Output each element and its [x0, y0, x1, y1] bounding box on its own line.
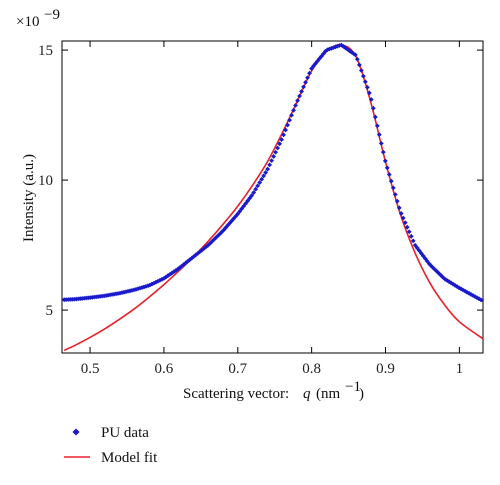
legend: PU data Model fit	[64, 425, 158, 466]
legend-marker-pu-data	[72, 428, 80, 436]
x-axis-label-text: Scattering vector:	[183, 386, 289, 402]
data-point-pu	[398, 211, 404, 216]
data-point-pu	[394, 198, 400, 204]
data-point-pu	[265, 166, 271, 172]
data-point-pu	[285, 122, 290, 128]
x-axis-label: Scattering vector: q (nm −1 )	[183, 379, 364, 402]
x-axis-label-unit: (nm	[316, 386, 340, 402]
data-point-pu	[356, 62, 362, 68]
data-point-pu	[396, 205, 402, 211]
x-tick-label: 0.5	[81, 361, 100, 377]
data-point-pu	[390, 185, 396, 191]
data-point-pu	[360, 73, 366, 79]
data-point-pu	[392, 192, 398, 197]
data-point-pu	[291, 107, 296, 113]
data-point-pu	[307, 70, 312, 76]
data-point-pu	[257, 180, 263, 185]
data-point-pu	[269, 158, 275, 164]
x-tick-label: 1	[456, 361, 464, 377]
data-point-pu	[249, 193, 255, 198]
y-multiplier: ×10 −9	[16, 7, 60, 30]
data-point-pu	[402, 220, 408, 226]
data-point-pu	[388, 178, 394, 184]
data-point-pu	[370, 105, 376, 111]
data-point-pu	[303, 79, 308, 85]
data-point-pu	[386, 172, 392, 177]
plot-frame	[61, 40, 484, 354]
data-point-pu	[404, 224, 410, 230]
data-point-pu	[271, 154, 277, 159]
legend-item-model-fit: Model fit	[64, 450, 158, 466]
data-point-pu	[382, 158, 388, 164]
data-point-pu	[378, 140, 384, 146]
data-point-pu	[279, 137, 284, 142]
series-line-model-fit	[63, 43, 483, 352]
data-point-pu	[275, 145, 281, 151]
data-point-pu	[406, 229, 412, 235]
y-axis-label: Intensity (a.u.)	[21, 154, 37, 242]
data-point-pu	[261, 173, 267, 179]
data-point-pu	[281, 132, 286, 138]
data-point-pu	[410, 238, 416, 244]
data-point-pu	[259, 176, 265, 182]
data-point-pu	[289, 112, 294, 118]
data-point-pu	[301, 84, 306, 90]
data-point-pu	[368, 97, 374, 102]
data-point-pu	[354, 56, 360, 62]
data-point-pu	[384, 165, 390, 171]
data-point-pu	[400, 215, 406, 221]
x-tick-label: 0.8	[302, 361, 321, 377]
legend-label-model-fit: Model fit	[101, 450, 158, 466]
y-tick-label: 10	[38, 173, 53, 189]
data-point-pu	[358, 68, 364, 73]
data-point-pu	[263, 170, 269, 175]
data-point-pu	[297, 93, 302, 99]
data-point-pu	[293, 102, 298, 108]
data-point-pu	[408, 233, 414, 239]
x-axis-label-variable: q	[303, 386, 311, 402]
data-point-pu	[366, 90, 372, 96]
x-axis-label-unit-close: )	[359, 386, 364, 402]
y-multiplier-exponent: −9	[44, 7, 60, 23]
legend-label-pu-data: PU data	[101, 425, 149, 441]
data-point-pu	[362, 79, 368, 85]
data-point-pu	[283, 127, 288, 133]
data-point-pu	[299, 89, 304, 94]
x-tick-label: 0.7	[228, 361, 247, 377]
y-multiplier-base: ×10	[16, 14, 39, 30]
y-tick-label: 5	[46, 303, 54, 319]
x-tick-label: 0.9	[376, 361, 395, 377]
data-point-pu	[364, 84, 370, 90]
data-point-pu	[267, 162, 273, 168]
data-point-pu	[253, 186, 259, 192]
legend-item-pu-data: PU data	[72, 425, 149, 441]
data-point-pu	[352, 52, 358, 58]
data-point-pu	[277, 141, 282, 147]
data-point-pu	[380, 149, 386, 155]
y-tick-label: 15	[38, 43, 53, 59]
data-point-pu	[273, 149, 279, 155]
x-axis-label-unit-exponent: −1	[345, 379, 361, 395]
x-tick-label: 0.6	[155, 361, 174, 377]
data-point-pu	[255, 183, 261, 189]
